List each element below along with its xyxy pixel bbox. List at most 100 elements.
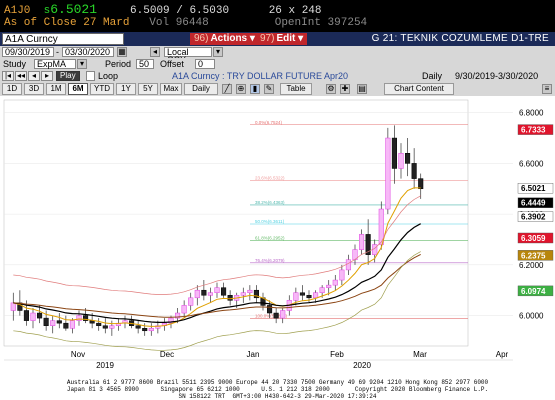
y-tick-label: 6.8000 — [519, 109, 544, 118]
price-tag — [517, 183, 554, 194]
candle-body — [37, 312, 43, 319]
menu-icon[interactable]: ≡ — [542, 84, 552, 94]
line-chart-icon[interactable]: ╱ — [222, 84, 232, 94]
candle-body — [69, 320, 75, 329]
fib-label: 0.0%(6.7524) — [255, 120, 283, 125]
tab-1y[interactable]: 1Y — [116, 83, 136, 95]
frequency-select[interactable]: Daily — [184, 83, 218, 95]
actions-button[interactable]: 96) Actions ▾ — [190, 33, 259, 45]
ema-fast-line — [13, 187, 421, 327]
bid-ask: 6.5009 / 6.5030 — [130, 5, 230, 17]
tab-max[interactable]: Max — [160, 83, 182, 95]
price-chart[interactable]: 6.80006.60006.40006.20006.00000.0%(6.752… — [0, 96, 555, 400]
edit-label: Edit ▾ — [276, 33, 304, 44]
x-tick-label: Apr — [496, 350, 509, 359]
candle-body — [345, 259, 351, 271]
step-back-icon[interactable]: ◂◂ — [15, 71, 27, 81]
tab-5y[interactable]: 5Y — [138, 83, 158, 95]
playback-toolbar: |◂ ◂◂ ◂ ▸ Play Loop A1A Curncy : TRY DOL… — [0, 70, 555, 82]
annotation-icon[interactable]: ✚ — [340, 84, 350, 94]
price-tag-label: 6.7333 — [521, 126, 546, 135]
chart-content-button[interactable]: Chart Content — [384, 83, 454, 95]
tab-3d[interactable]: 3D — [24, 83, 44, 95]
study-select[interactable]: ExpMA — [34, 59, 76, 69]
x-tick-label: Dec — [160, 350, 174, 359]
candle-body — [10, 302, 16, 311]
y-tick-label: 6.2000 — [519, 261, 544, 270]
loop-checkbox[interactable] — [86, 71, 95, 81]
zoom-icon[interactable]: ⊕ — [236, 84, 246, 94]
currency-select[interactable]: Local CCY — [164, 47, 212, 65]
candle-body — [207, 292, 213, 296]
calendar-icon[interactable]: ▦ — [117, 47, 127, 57]
chevron-down-icon[interactable]: ▾ — [213, 47, 223, 57]
ticker: A1J0 — [4, 5, 31, 17]
period-input[interactable]: 50 — [136, 59, 154, 69]
candle-body — [50, 320, 56, 326]
start-date-field[interactable]: 09/30/2019 — [2, 47, 54, 57]
as-of-label: As of Close — [4, 17, 77, 29]
play-button[interactable]: Play — [56, 71, 80, 81]
candle-body — [96, 322, 102, 326]
as-of-date: 27 Mard — [83, 17, 130, 29]
forward-icon[interactable]: ▸ — [41, 71, 53, 81]
tab-ytd[interactable]: YTD — [90, 83, 114, 95]
candle-body — [227, 295, 233, 301]
candle-body — [83, 315, 89, 321]
tab-6m[interactable]: 6M — [68, 83, 88, 95]
candle-body — [56, 320, 62, 324]
price-tag-label: 6.5021 — [521, 184, 546, 193]
price-tag — [517, 250, 554, 261]
quote-row-2: As of Close 27 Mard Vol 96448 OpenInt 39… — [4, 17, 367, 29]
first-icon[interactable]: |◂ — [2, 71, 14, 81]
back-icon[interactable]: ◂ — [28, 71, 40, 81]
vol-label: Vol — [149, 17, 170, 29]
tab-1d[interactable]: 1D — [2, 83, 22, 95]
candle-body — [365, 234, 371, 255]
graph-title: G 21: TEKNIK COZUMLEME D1-TRE — [371, 33, 549, 44]
openint-label: OpenInt — [274, 17, 321, 29]
candle-body — [63, 322, 69, 329]
instrument-description: A1A Curncy : TRY DOLLAR FUTURE Apr20 — [172, 71, 349, 81]
end-date-field[interactable]: 03/30/2020 — [62, 47, 114, 57]
tab-1m[interactable]: 1M — [46, 83, 66, 95]
price-tag — [517, 232, 554, 244]
candle-body — [411, 163, 417, 179]
period-tabs-toolbar: 1D 3D 1M 6M YTD 1Y 5Y Max Daily ╱ ⊕ ▮ ✎ … — [0, 82, 555, 96]
candle-body — [109, 325, 115, 329]
date-separator: - — [56, 47, 59, 57]
quote-strip: A1J0 s6.5021 6.5009 / 6.5030 26 x 248 As… — [0, 0, 555, 32]
candle-body — [201, 289, 207, 296]
candle-icon[interactable]: ▮ — [250, 84, 260, 94]
year-label: 2020 — [353, 361, 371, 370]
fib-label: 100.0%(5.9886) — [255, 313, 288, 318]
table-button[interactable]: Table — [280, 83, 312, 95]
fib-label: 61.8%(6.2952) — [255, 236, 285, 241]
vol-value: 96448 — [175, 17, 209, 29]
chart-svg: 6.80006.60006.40006.20006.00000.0%(6.752… — [3, 99, 554, 370]
candle-body — [359, 234, 365, 250]
study-dropdown-icon[interactable]: ▾ — [77, 59, 87, 69]
offset-label: Offset — [160, 59, 184, 69]
security-input[interactable] — [2, 33, 124, 45]
export-icon[interactable]: ▤ — [357, 84, 367, 94]
actions-number: 96) — [194, 33, 209, 44]
candle-body — [326, 284, 332, 288]
x-tick-label: Nov — [71, 350, 85, 359]
date-range-toolbar: 09/30/2019 - 03/30/2020 ▦ ◂ Local CCY ▾ — [0, 46, 555, 65]
upper-band-line — [13, 195, 421, 295]
footer-text: Australia 61 2 9777 8600 Brazil 5511 239… — [0, 379, 555, 400]
candle-body — [135, 325, 141, 329]
draw-icon[interactable]: ✎ — [264, 84, 274, 94]
edit-button[interactable]: 97) Edit ▾ — [256, 33, 308, 45]
prev-icon[interactable]: ◂ — [150, 47, 160, 57]
last-price: 6.5021 — [50, 2, 98, 17]
settings-icon[interactable]: ⚙ — [326, 84, 336, 94]
candle-body — [175, 312, 181, 319]
candle-body — [102, 325, 108, 329]
offset-input[interactable]: 0 — [195, 59, 215, 69]
candle-body — [240, 292, 246, 296]
candle-body — [405, 153, 411, 164]
fib-label: 76.4%(6.2079) — [255, 258, 285, 263]
price-tag — [517, 197, 554, 208]
